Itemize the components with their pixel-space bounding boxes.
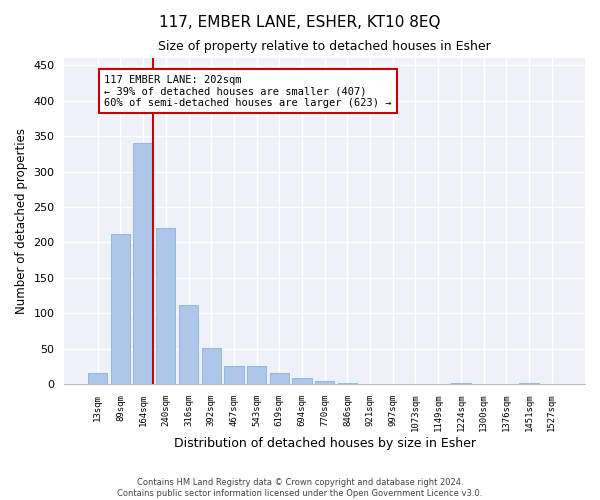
Bar [133, 144, 153, 384]
X-axis label: Distribution of detached houses by size in Esher: Distribution of detached houses by size … [174, 437, 476, 450]
Y-axis label: Number of detached properties: Number of detached properties [15, 128, 28, 314]
Bar [247, 366, 266, 384]
Bar [315, 380, 334, 384]
Bar [292, 378, 311, 384]
Bar [156, 228, 175, 384]
Bar [179, 305, 198, 384]
Bar [88, 374, 107, 384]
Text: 117 EMBER LANE: 202sqm
← 39% of detached houses are smaller (407)
60% of semi-de: 117 EMBER LANE: 202sqm ← 39% of detached… [104, 74, 392, 108]
Title: Size of property relative to detached houses in Esher: Size of property relative to detached ho… [158, 40, 491, 53]
Text: 117, EMBER LANE, ESHER, KT10 8EQ: 117, EMBER LANE, ESHER, KT10 8EQ [159, 15, 441, 30]
Bar [202, 348, 221, 384]
Bar [224, 366, 244, 384]
Text: Contains HM Land Registry data © Crown copyright and database right 2024.
Contai: Contains HM Land Registry data © Crown c… [118, 478, 482, 498]
Bar [269, 373, 289, 384]
Bar [111, 234, 130, 384]
